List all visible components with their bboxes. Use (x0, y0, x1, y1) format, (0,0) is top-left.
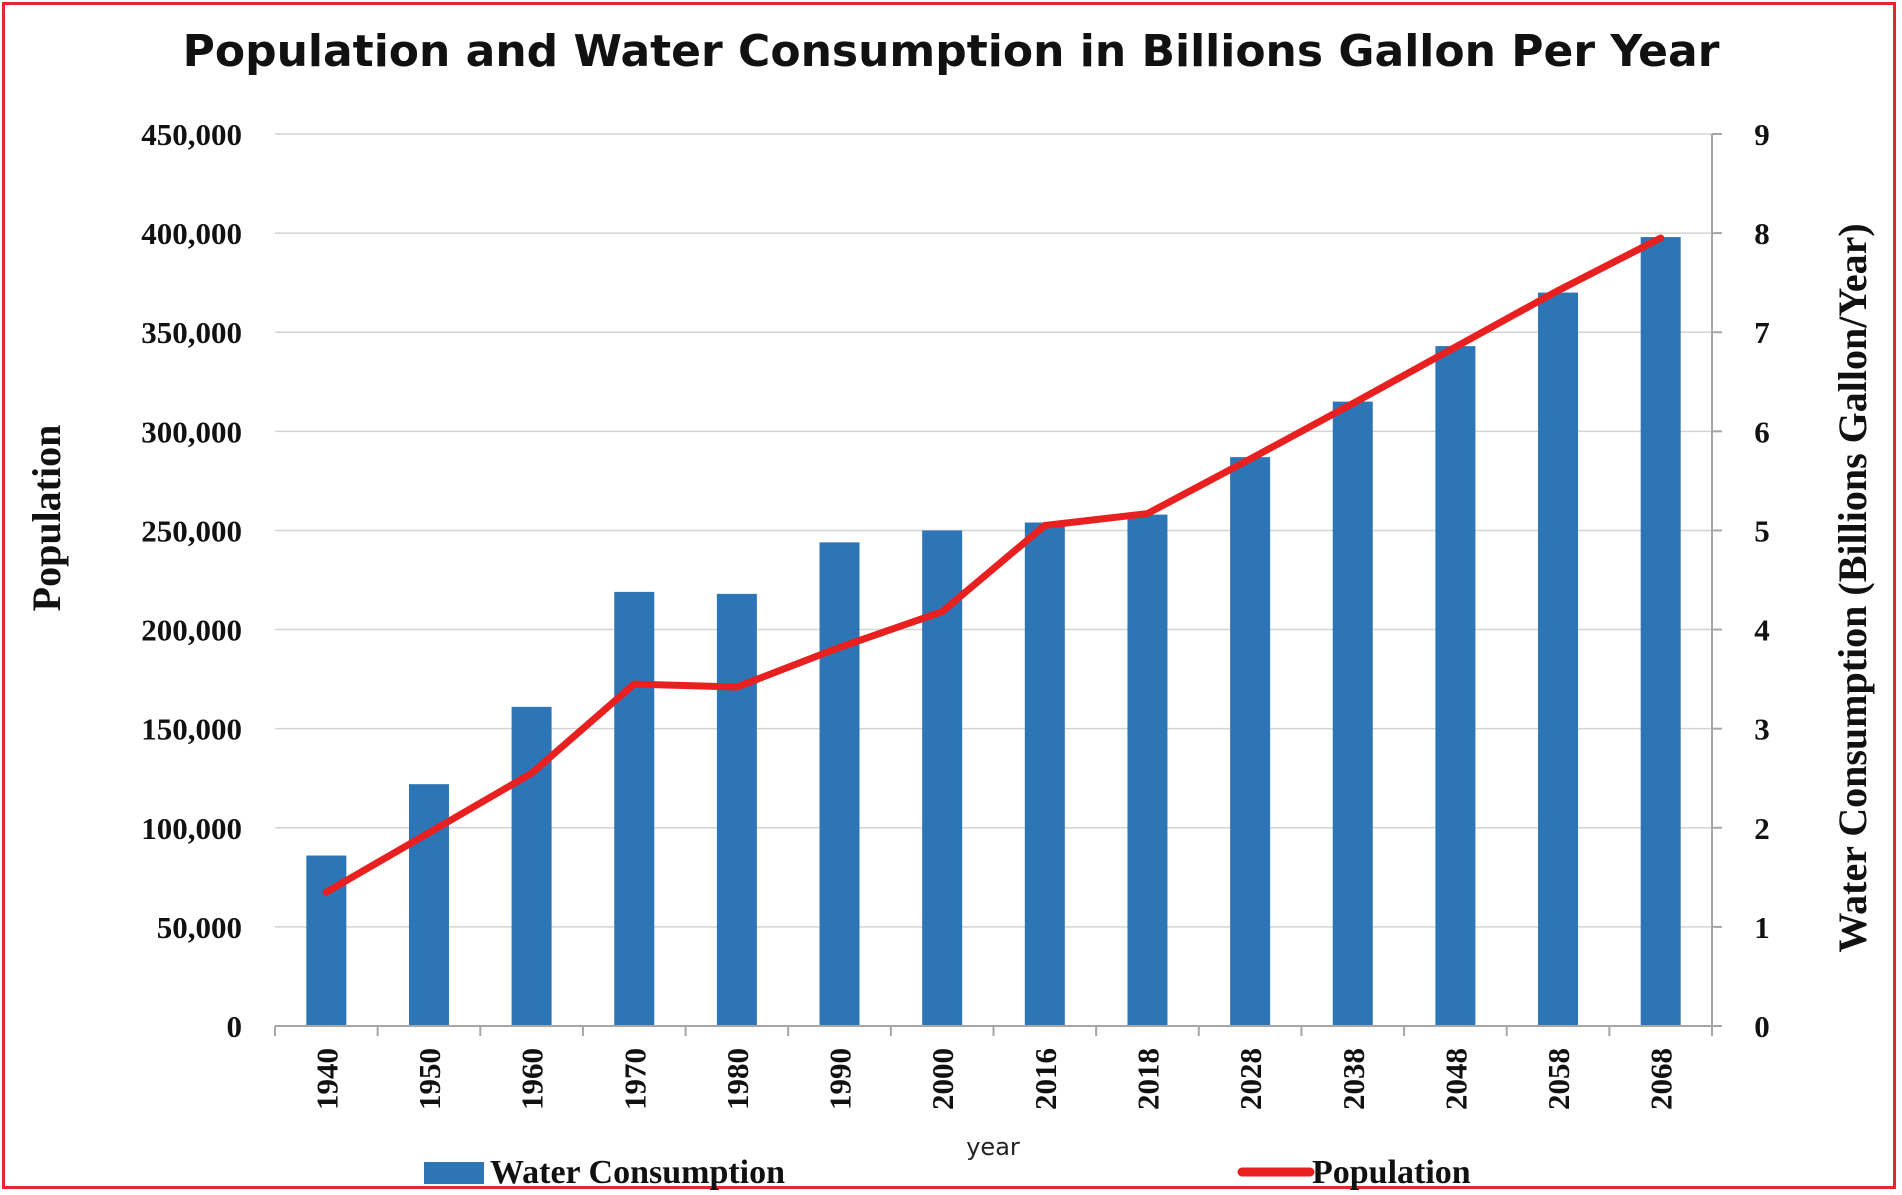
y-axis-left-ticks: 0 50,000 100,000 150,000 200,000 250,000 300,0… (141, 117, 242, 1044)
x-tick-label: 2068 (1644, 1048, 1679, 1110)
x-axis-ticks: 1940 1950 1960 1970 1980 1990 2000 2016 2018 2028… (309, 1048, 1678, 1110)
gridlines (275, 133, 1712, 928)
population-point-2058 (1554, 287, 1562, 295)
y-tick-label: 200,000 (141, 613, 242, 648)
y-tick-label: 300,000 (141, 414, 242, 449)
population-point-2068 (1657, 234, 1665, 242)
y-right-tick-label: 3 (1754, 712, 1770, 747)
x-tick-label: 2028 (1233, 1048, 1268, 1110)
y-right-tick-label: 2 (1754, 811, 1770, 846)
bar-2000 (922, 530, 963, 1026)
population-point-2016 (1041, 521, 1049, 529)
y-tick-label: 250,000 (141, 513, 242, 548)
legend-swatch-water-consumption (424, 1162, 484, 1184)
y-right-tick-label: 5 (1754, 513, 1770, 548)
population-point-1940 (322, 888, 330, 896)
bar-2048 (1435, 346, 1476, 1026)
y-right-tick-label: 8 (1754, 216, 1770, 251)
y-right-tick-label: 0 (1754, 1009, 1770, 1044)
y-tick-label: 50,000 (157, 910, 242, 945)
bar-2016 (1024, 522, 1065, 1026)
population-point-1960 (528, 769, 536, 777)
population-point-2000 (938, 608, 946, 616)
y-tick-label: 0 (227, 1009, 243, 1044)
bar-2028 (1230, 457, 1271, 1026)
x-tick-label: 1950 (412, 1048, 447, 1110)
y-tick-label: 150,000 (141, 712, 242, 747)
population-point-2018 (1143, 510, 1151, 518)
x-tick-label: 2018 (1130, 1048, 1165, 1110)
x-tick-label: 2000 (925, 1048, 960, 1110)
population-point-2028 (1246, 455, 1254, 463)
chart-title: Population and Water Consumption in Bill… (183, 26, 1720, 77)
population-series-line (322, 234, 1665, 896)
y-tick-label: 450,000 (141, 117, 242, 152)
population-point-2038 (1349, 400, 1357, 408)
x-axis-label: year (966, 1133, 1020, 1161)
bar-1960 (511, 706, 552, 1026)
y-tick-label: 350,000 (141, 315, 242, 350)
legend-label-population: Population (1312, 1154, 1471, 1191)
x-tick-label: 2048 (1438, 1048, 1473, 1110)
legend: Water Consumption Population (424, 1154, 1471, 1191)
x-tick-label: 2038 (1336, 1048, 1371, 1110)
y-right-tick-label: 1 (1754, 910, 1770, 945)
population-point-1970 (630, 680, 638, 688)
x-tick-label: 1940 (309, 1048, 344, 1110)
y-right-tick-label: 6 (1754, 414, 1770, 449)
population-point-1950 (425, 829, 433, 837)
y-tick-label: 100,000 (141, 811, 242, 846)
population-point-2048 (1451, 343, 1459, 351)
bar-1950 (408, 784, 449, 1026)
x-tick-label: 1980 (720, 1048, 755, 1110)
population-point-1990 (836, 643, 844, 651)
bar-2068 (1640, 237, 1681, 1026)
bars (306, 237, 1681, 1027)
x-tick-label: 2016 (1028, 1048, 1063, 1110)
bar-2038 (1332, 401, 1373, 1027)
bar-1980 (716, 593, 757, 1026)
bar-1970 (614, 591, 655, 1026)
y-right-tick-label: 9 (1754, 117, 1770, 152)
bar-2018 (1127, 514, 1168, 1026)
population-line (322, 234, 1665, 896)
x-tick-label: 1960 (515, 1048, 550, 1110)
x-tick-label: 1990 (823, 1048, 858, 1110)
population-point-1980 (733, 683, 741, 691)
x-tick-label: 2058 (1541, 1048, 1576, 1110)
y-axis-left-label: Population (24, 425, 69, 612)
axes (274, 133, 1722, 1036)
y-tick-label: 400,000 (141, 216, 242, 251)
y-axis-right-ticks: 0 1 2 3 4 5 6 7 8 9 (1754, 117, 1770, 1044)
bar-2058 (1538, 292, 1579, 1027)
legend-label-water-consumption: Water Consumption (490, 1154, 785, 1191)
bar-1990 (819, 542, 860, 1026)
y-axis-right-label: Water Consumption (Billions Gallon/Year) (1830, 223, 1875, 952)
y-right-tick-label: 4 (1754, 613, 1770, 648)
x-tick-label: 1970 (617, 1048, 652, 1110)
y-right-tick-label: 7 (1754, 315, 1770, 350)
